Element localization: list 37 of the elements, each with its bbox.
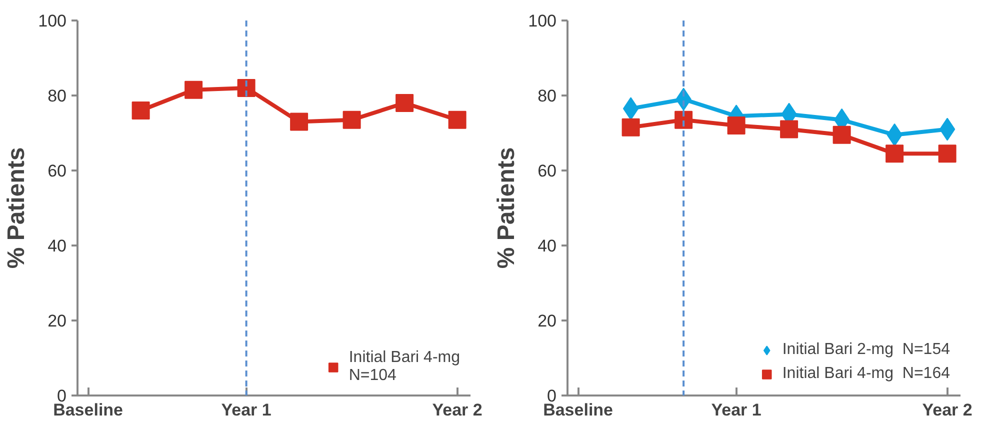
y-tick-label: 20	[48, 312, 67, 330]
y-tick-label: 60	[48, 162, 67, 180]
point	[727, 116, 746, 134]
x-tick-label: Year 1	[711, 400, 762, 420]
y-axis-title: % Patients	[493, 147, 520, 269]
x-tick-label: Year 2	[432, 400, 482, 420]
x-tick-label: Baseline	[53, 400, 124, 420]
point	[939, 118, 956, 141]
point	[290, 112, 308, 131]
y-tick-label: 100	[38, 12, 67, 30]
point	[938, 144, 956, 163]
y-tick-label: 80	[48, 86, 67, 106]
legend-label: Initial Bari 4-mg N=104	[348, 349, 460, 385]
y-tick-label: 100	[528, 12, 557, 30]
legend-label: Initial Bari 2-mg N=154	[782, 341, 950, 359]
point	[832, 126, 851, 144]
y-axis-title: % Patients	[3, 147, 30, 269]
point	[342, 110, 361, 129]
x-tick-label: Year 1	[221, 400, 272, 420]
point	[448, 110, 466, 129]
legend-label: Initial Bari 4-mg N=164	[782, 365, 950, 383]
point	[396, 94, 414, 112]
y-tick-label: 80	[538, 86, 557, 106]
point	[674, 110, 693, 129]
y-tick-label: 60	[538, 162, 557, 180]
x-tick-label: Year 2	[922, 400, 972, 420]
point	[780, 120, 798, 138]
x-tick-label: Baseline	[543, 400, 614, 420]
y-tick-label: 20	[538, 312, 557, 330]
point	[622, 118, 640, 136]
point	[237, 79, 256, 97]
point	[132, 102, 150, 120]
point	[886, 144, 904, 163]
y-tick-label: 40	[538, 236, 557, 256]
point	[184, 80, 203, 99]
point	[622, 97, 639, 120]
y-tick-label: 40	[48, 236, 67, 256]
